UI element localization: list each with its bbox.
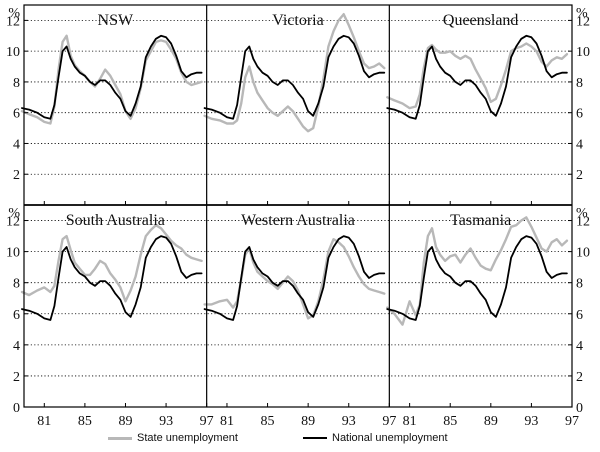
legend-label-state: State unemployment xyxy=(137,432,238,444)
xtick-label-col1-97: 97 xyxy=(200,414,214,429)
panel-title-nsw: NSW xyxy=(98,12,134,29)
ytick-label-left-6-row2: 6 xyxy=(13,308,20,323)
xtick-label-col2-93: 93 xyxy=(342,414,356,429)
ytick-label-right-2-row2: 2 xyxy=(576,370,583,385)
xtick-label-col1-93: 93 xyxy=(159,414,173,429)
legend-item-national: National unemployment xyxy=(303,432,448,444)
unit-label-right-row2: % xyxy=(576,206,588,221)
ytick-label-right-4-row1: 4 xyxy=(576,137,583,152)
ytick-label-right-10-row2: 10 xyxy=(576,246,590,261)
ytick-label-left-8-row1: 8 xyxy=(13,76,20,91)
series-national-tasmania xyxy=(386,235,568,321)
panel-title-south-australia: South Australia xyxy=(66,212,165,229)
xtick-label-col3-89: 89 xyxy=(484,414,498,429)
series-national-south-australia xyxy=(21,235,203,321)
xtick-label-col3-85: 85 xyxy=(443,414,457,429)
panel-title-western-australia: Western Australia xyxy=(241,212,355,229)
legend-item-state: State unemployment xyxy=(108,432,238,444)
plot-frame xyxy=(23,4,573,408)
ytick-label-right-4-row2: 4 xyxy=(576,339,583,354)
series-state-nsw xyxy=(20,34,203,125)
ytick-label-left-6-row1: 6 xyxy=(13,107,20,122)
xtick-label-col1-85: 85 xyxy=(78,414,92,429)
ytick-label-right-12-row2: 12 xyxy=(576,215,590,230)
ytick-label-left-2-row1: 2 xyxy=(13,168,20,183)
series-state-victoria xyxy=(203,13,386,133)
xtick-label-col2-85: 85 xyxy=(261,414,275,429)
xtick-label-col2-81: 81 xyxy=(220,414,234,429)
legend: State unemployment National unemployment xyxy=(0,432,600,450)
xtick-label-col1-89: 89 xyxy=(118,414,132,429)
panel-title-victoria: Victoria xyxy=(272,12,323,29)
ytick-label-left-10-row2: 10 xyxy=(6,246,20,261)
ytick-label-left-2-row2: 2 xyxy=(13,370,20,385)
series-state-south-australia xyxy=(20,224,203,303)
panel-title-queensland: Queensland xyxy=(443,12,519,29)
unit-label-left-row1: % xyxy=(8,6,20,21)
legend-swatch-national xyxy=(303,437,327,439)
xtick-label-col2-89: 89 xyxy=(301,414,315,429)
xtick-label-col3-81: 81 xyxy=(403,414,417,429)
panel-title-tasmania: Tasmania xyxy=(450,212,511,229)
series-state-tasmania xyxy=(386,216,569,326)
series-national-queensland xyxy=(386,34,568,120)
ytick-label-left-0-row2: 0 xyxy=(13,401,20,416)
ytick-label-left-4-row1: 4 xyxy=(13,137,20,152)
series-national-victoria xyxy=(203,34,386,120)
xtick-label-col3-93: 93 xyxy=(524,414,538,429)
ytick-label-left-12-row1: 12 xyxy=(6,14,20,29)
unit-label-left-row2: % xyxy=(8,206,20,221)
ytick-label-right-0-row2: 0 xyxy=(576,401,583,416)
ytick-label-left-8-row2: 8 xyxy=(13,277,20,292)
xtick-label-col1-81: 81 xyxy=(37,414,51,429)
xtick-label-col2-97: 97 xyxy=(382,414,396,429)
series-national-nsw xyxy=(21,34,203,120)
ytick-label-right-2-row1: 2 xyxy=(576,168,583,183)
legend-label-national: National unemployment xyxy=(332,432,448,444)
ytick-label-right-6-row2: 6 xyxy=(576,308,583,323)
ytick-label-right-6-row1: 6 xyxy=(576,107,583,122)
ytick-label-right-10-row1: 10 xyxy=(576,45,590,60)
unit-label-right-row1: % xyxy=(576,6,588,21)
ytick-label-left-10-row1: 10 xyxy=(6,45,20,60)
series-state-queensland xyxy=(386,42,569,110)
ytick-label-right-8-row2: 8 xyxy=(576,277,583,292)
ytick-label-right-12-row1: 12 xyxy=(576,14,590,29)
series-national-western-australia xyxy=(203,235,386,321)
legend-swatch-state xyxy=(108,436,132,440)
ytick-label-left-4-row2: 4 xyxy=(13,339,20,354)
ytick-label-left-12-row2: 12 xyxy=(6,215,20,230)
xtick-label-col3-97: 97 xyxy=(565,414,579,429)
ytick-label-right-8-row1: 8 xyxy=(576,76,583,91)
